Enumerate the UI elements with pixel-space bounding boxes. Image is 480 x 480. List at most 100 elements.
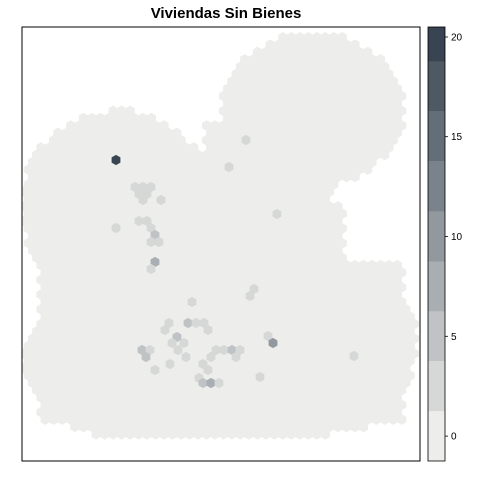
hex-cell bbox=[74, 296, 84, 308]
hex-cell bbox=[282, 127, 292, 139]
hex-cell bbox=[308, 142, 318, 153]
hex-cell bbox=[172, 186, 182, 197]
hex-cell bbox=[261, 179, 271, 190]
hex-cell bbox=[112, 392, 122, 403]
hex-cell bbox=[36, 377, 46, 389]
hex-cell bbox=[210, 149, 220, 161]
hex-cell bbox=[248, 245, 258, 256]
hex-cell bbox=[320, 326, 330, 337]
hex-cell bbox=[324, 377, 335, 389]
hex-cell bbox=[371, 134, 381, 146]
hex-cell bbox=[138, 362, 148, 374]
hex-cell bbox=[121, 318, 131, 330]
hex-cell bbox=[223, 230, 233, 242]
hex-cell bbox=[248, 83, 258, 95]
hex-cell bbox=[176, 370, 186, 381]
hex-cell bbox=[176, 414, 186, 425]
hex-cell bbox=[108, 370, 118, 381]
hex-cell bbox=[312, 267, 322, 278]
hex-cell bbox=[49, 149, 59, 161]
hex-cell bbox=[78, 245, 88, 256]
hex-cell bbox=[57, 223, 67, 234]
hex-cell bbox=[87, 259, 97, 271]
hex-cell bbox=[227, 179, 237, 190]
hex-cell bbox=[49, 179, 59, 190]
hex-cell bbox=[218, 384, 228, 396]
hex-cell bbox=[189, 201, 199, 212]
hex-cell bbox=[167, 267, 178, 278]
hex-cell bbox=[333, 274, 343, 286]
hex-cell bbox=[70, 333, 80, 344]
legend-swatch bbox=[428, 261, 445, 312]
hex-cell bbox=[134, 223, 144, 234]
hex-cell bbox=[261, 164, 271, 175]
hex-cell bbox=[112, 245, 122, 256]
hex-cell bbox=[197, 421, 207, 433]
hex-cell bbox=[146, 377, 156, 389]
hex-cell bbox=[324, 54, 335, 65]
hex-cell bbox=[244, 429, 254, 440]
hex-cell bbox=[23, 208, 33, 219]
hex-cell bbox=[380, 355, 390, 367]
hex-cell bbox=[91, 179, 101, 190]
hex-cell bbox=[278, 281, 288, 293]
hex-cell bbox=[87, 304, 97, 315]
hex-cell bbox=[197, 274, 207, 286]
hex-cell bbox=[227, 120, 237, 131]
hex-cell bbox=[371, 340, 381, 352]
hex-cell bbox=[159, 399, 169, 411]
hex-cell bbox=[57, 252, 67, 264]
hex-cell bbox=[231, 83, 241, 95]
hex-cell bbox=[269, 90, 279, 102]
hex-cell bbox=[346, 76, 356, 87]
hex-cell bbox=[299, 127, 309, 139]
hex-cell bbox=[32, 384, 42, 396]
hex-cell bbox=[312, 164, 322, 175]
hex-cell bbox=[231, 186, 241, 197]
hex-cell bbox=[235, 164, 245, 175]
hex-cell bbox=[299, 68, 309, 80]
hex-cell-value bbox=[138, 194, 148, 206]
hex-cell bbox=[40, 164, 50, 175]
hex-cell bbox=[44, 406, 55, 418]
hex-cell bbox=[134, 149, 144, 161]
hex-cell bbox=[197, 215, 207, 227]
hex-cell bbox=[231, 421, 241, 433]
hex-cell bbox=[27, 377, 38, 389]
hex-cell bbox=[257, 54, 267, 65]
hex-cell-value bbox=[199, 317, 209, 329]
hex-cell bbox=[274, 362, 284, 374]
hex-cell bbox=[227, 208, 237, 219]
hex-cell bbox=[358, 142, 369, 153]
hex-cell bbox=[316, 289, 326, 300]
hex-cell bbox=[367, 83, 377, 95]
hex-cell bbox=[384, 289, 394, 300]
hex-cell bbox=[282, 39, 292, 50]
hex-cell bbox=[265, 230, 275, 242]
hex-cell bbox=[244, 193, 254, 205]
hex-cell bbox=[316, 112, 326, 124]
hex-cell bbox=[100, 120, 110, 131]
hex-cell bbox=[95, 274, 105, 286]
hex-cell bbox=[363, 267, 373, 278]
hex-cell bbox=[244, 223, 254, 234]
hex-cell bbox=[61, 127, 71, 139]
hex-cell bbox=[91, 399, 101, 411]
hex-cell bbox=[235, 414, 245, 425]
hex-cell bbox=[66, 281, 76, 293]
hex-cell bbox=[36, 259, 46, 271]
hex-cell bbox=[320, 340, 330, 352]
hex-cell bbox=[308, 215, 318, 227]
hex-cell bbox=[265, 83, 275, 95]
hex-cell bbox=[252, 46, 262, 58]
hex-cell bbox=[303, 311, 313, 322]
hex-cell bbox=[358, 348, 369, 359]
hex-cell bbox=[125, 149, 135, 161]
hex-cell bbox=[70, 289, 80, 300]
hex-cell bbox=[367, 68, 377, 80]
hex-cell bbox=[380, 281, 390, 293]
hex-cell bbox=[392, 83, 402, 95]
hex-cell bbox=[375, 68, 385, 80]
hex-cell bbox=[240, 259, 250, 271]
hex-cell bbox=[70, 392, 80, 403]
